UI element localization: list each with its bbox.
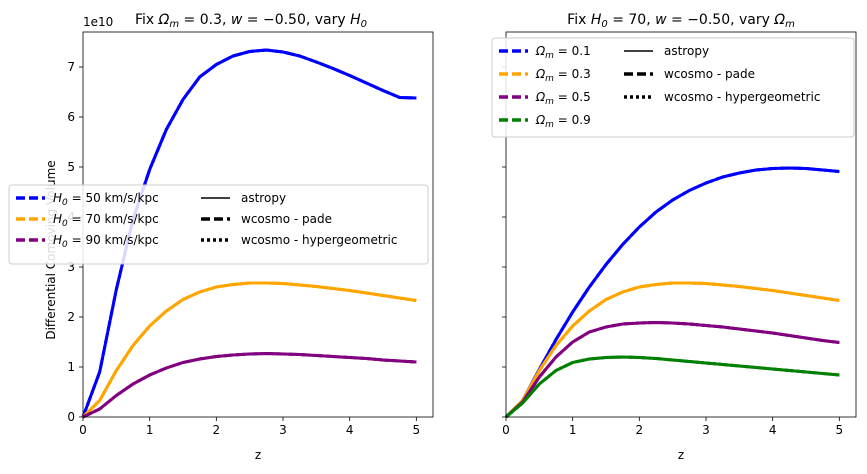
legend-series-label: H0 = 70 km/s/kpc <box>53 212 159 229</box>
x-tick-label: 2 <box>636 423 644 437</box>
legend-style-label: astropy <box>664 44 709 58</box>
legend-label-rest: = 90 km/s/kpc <box>68 233 159 247</box>
legend-style-label: wcosmo - pade <box>241 212 332 226</box>
y-tick-label: 5 <box>67 160 75 174</box>
legend-box <box>8 184 429 265</box>
right-chart-title: Fix H0 = 70, w = −0.50, vary Ωm <box>567 12 795 30</box>
legend-label-main: H <box>53 191 62 205</box>
x-tick-label: 3 <box>702 423 710 437</box>
legend-label-rest: = 70 km/s/kpc <box>68 212 159 226</box>
y-tick-label: 7 <box>67 60 75 74</box>
legend-label-main: H <box>53 233 62 247</box>
right-series-lines <box>504 166 840 419</box>
legend-series-label: H0 = 50 km/s/kpc <box>53 191 159 208</box>
right-legend: Ωm = 0.1Ωm = 0.3Ωm = 0.5Ωm = 0.9astropyw… <box>491 37 855 138</box>
y-tick-label: 1 <box>67 360 75 374</box>
series-line <box>505 355 840 419</box>
legend-label-rest: = 0.3 <box>554 67 591 81</box>
legend-label-main: Ω <box>535 113 546 127</box>
series-line <box>81 48 417 418</box>
x-tick-label: 1 <box>146 423 154 437</box>
x-tick-label: 5 <box>836 423 844 437</box>
x-tick-label: 3 <box>279 423 287 437</box>
legend-style-label: astropy <box>241 191 286 205</box>
legend-label-rest: = 0.1 <box>554 44 591 58</box>
x-tick-label: 2 <box>213 423 221 437</box>
series-line <box>504 281 840 419</box>
right-x-axis-label: z <box>678 448 684 462</box>
legend-label-sub: m <box>545 51 554 61</box>
right-plot-frame <box>505 31 857 418</box>
series-line <box>81 281 417 419</box>
x-tick-label: 5 <box>413 423 421 437</box>
series-line <box>504 281 840 419</box>
legend-label-main: Ω <box>535 90 546 104</box>
series-line <box>81 281 417 419</box>
legend-label-main: H <box>53 212 62 226</box>
x-tick-label: 0 <box>502 423 510 437</box>
legend-label-sub: m <box>545 120 554 130</box>
legend-series-label: H0 = 90 km/s/kpc <box>53 233 159 250</box>
legend-label-main: Ω <box>535 44 546 58</box>
y-tick-label: 0 <box>67 410 75 424</box>
legend-series-label: Ωm = 0.9 <box>535 113 591 130</box>
x-tick-label: 0 <box>79 423 87 437</box>
legend-label-sub: 0 <box>62 198 68 208</box>
legend-label-rest: = 50 km/s/kpc <box>68 191 159 205</box>
y-tick-label: 6 <box>67 110 75 124</box>
left-panel: Fix Ωm = 0.3, w = −0.50, vary H0 1e10 Di… <box>8 12 434 462</box>
left-exponent-label: 1e10 <box>83 15 113 29</box>
series-line <box>81 281 417 419</box>
x-tick-label: 4 <box>346 423 354 437</box>
y-tick-label: 3 <box>67 260 75 274</box>
legend-label-sub: m <box>545 97 554 107</box>
left-x-axis-label: z <box>255 448 261 462</box>
legend-style-label: wcosmo - hypergeometric <box>241 233 397 247</box>
x-tick-label: 4 <box>769 423 777 437</box>
right-panel: Fix H0 = 70, w = −0.50, vary Ωm z 0 1 2 3 4 5… <box>491 12 857 462</box>
series-line <box>82 352 417 419</box>
right-ticks: 0 1 2 3 4 5 <box>502 66 844 437</box>
legend-style-label: wcosmo - pade <box>664 67 755 81</box>
series-line <box>504 321 840 419</box>
series-line <box>505 355 840 419</box>
legend-box <box>491 37 855 138</box>
legend-label-sub: 0 <box>62 240 68 250</box>
series-line <box>82 352 417 419</box>
legend-label-sub: m <box>545 74 554 84</box>
legend-label-rest: = 0.9 <box>554 113 591 127</box>
legend-style-label: wcosmo - hypergeometric <box>664 90 820 104</box>
legend-series-label: Ωm = 0.5 <box>535 90 591 107</box>
x-tick-label: 1 <box>569 423 577 437</box>
legend-label-sub: 0 <box>62 219 68 229</box>
y-tick-label: 2 <box>67 310 75 324</box>
series-line <box>505 355 840 419</box>
series-line <box>504 166 840 419</box>
legend-label-rest: = 0.5 <box>554 90 591 104</box>
legend-series-label: Ωm = 0.3 <box>535 67 591 84</box>
legend-series-label: Ωm = 0.1 <box>535 44 591 61</box>
legend-label-main: Ω <box>535 67 546 81</box>
series-line <box>504 281 840 419</box>
left-chart-title: Fix Ωm = 0.3, w = −0.50, vary H0 <box>135 12 367 30</box>
